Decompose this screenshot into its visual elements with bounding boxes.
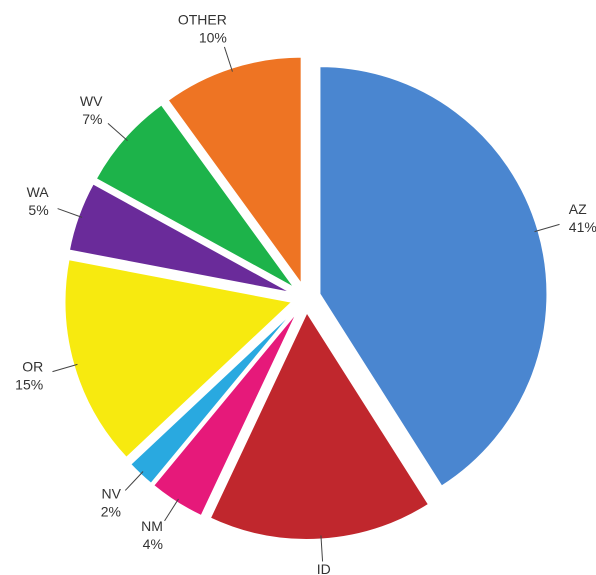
slice-label: OTHER bbox=[178, 12, 227, 28]
slice-value-label: 41% bbox=[569, 219, 596, 235]
slice-value-label: 15% bbox=[15, 376, 43, 392]
leader-line bbox=[534, 223, 560, 233]
slice-label: AZ bbox=[569, 201, 587, 217]
slice-label: NM bbox=[141, 518, 163, 534]
slice-label: WV bbox=[80, 93, 103, 109]
leader-line bbox=[57, 208, 83, 218]
slice-label: OR bbox=[22, 358, 43, 374]
leader-line bbox=[320, 535, 324, 562]
slice-label: WA bbox=[27, 184, 50, 200]
slice-label: ID bbox=[317, 561, 331, 575]
slice-value-label: 7% bbox=[82, 111, 102, 127]
slice-value-label: 5% bbox=[28, 202, 48, 218]
slice-value-label: 10% bbox=[199, 30, 227, 46]
leader-line bbox=[107, 123, 128, 141]
slice-label: NV bbox=[102, 485, 122, 501]
slice-value-label: 4% bbox=[143, 536, 163, 552]
leader-line bbox=[164, 498, 179, 522]
leader-line bbox=[124, 471, 144, 491]
leader-line bbox=[52, 363, 78, 373]
slice-value-label: 2% bbox=[101, 503, 121, 519]
leader-line bbox=[223, 46, 233, 72]
